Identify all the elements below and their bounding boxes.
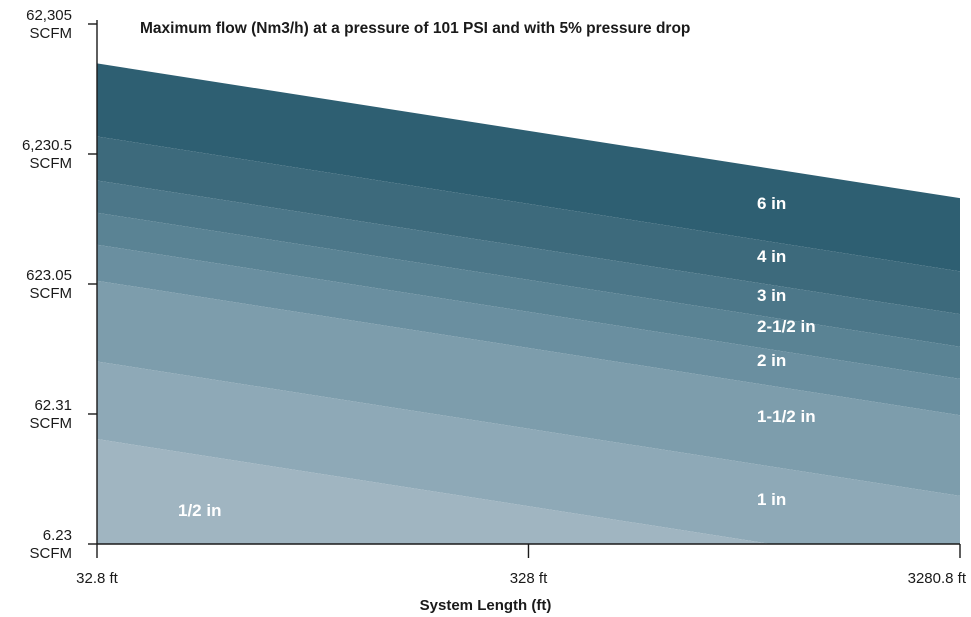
band-1-in	[97, 361, 960, 544]
y-tick-label: 62,305	[26, 7, 72, 24]
band-label-1-2-in: 1/2 in	[178, 501, 221, 520]
band-label-2-in: 2 in	[757, 351, 786, 370]
y-tick-unit: SCFM	[30, 415, 73, 432]
x-axis-title: System Length (ft)	[419, 597, 552, 614]
band-4-in	[97, 136, 960, 315]
band-label-3-in: 3 in	[757, 286, 786, 305]
y-tick-unit: SCFM	[30, 25, 73, 42]
chart-title: Maximum flow (Nm3/h) at a pressure of 10…	[140, 20, 691, 37]
x-tick-label: 328 ft	[510, 570, 548, 587]
band-1-1-2-in	[97, 280, 960, 496]
band-2-in	[97, 244, 960, 416]
band-label-6-in: 6 in	[757, 194, 786, 213]
band-label-1-1-2-in: 1-1/2 in	[757, 407, 816, 426]
y-tick-label: 6,230.5	[22, 137, 72, 154]
y-tick-label: 62.31	[34, 397, 72, 414]
band-3-in	[97, 180, 960, 347]
band-2-1-2-in	[97, 212, 960, 379]
y-tick-unit: SCFM	[30, 155, 73, 172]
y-tick-label: 623.05	[26, 267, 72, 284]
y-tick-unit: SCFM	[30, 285, 73, 302]
band-label-1-in: 1 in	[757, 490, 786, 509]
y-tick-label: 6.23	[43, 527, 72, 544]
y-tick-unit: SCFM	[30, 545, 73, 562]
band-label-4-in: 4 in	[757, 247, 786, 266]
x-tick-label: 32.8 ft	[76, 570, 119, 587]
band-1-2-in	[97, 439, 772, 544]
x-tick-label: 3280.8 ft	[908, 570, 967, 587]
band-6-in	[97, 63, 960, 272]
band-label-2-1-2-in: 2-1/2 in	[757, 317, 816, 336]
